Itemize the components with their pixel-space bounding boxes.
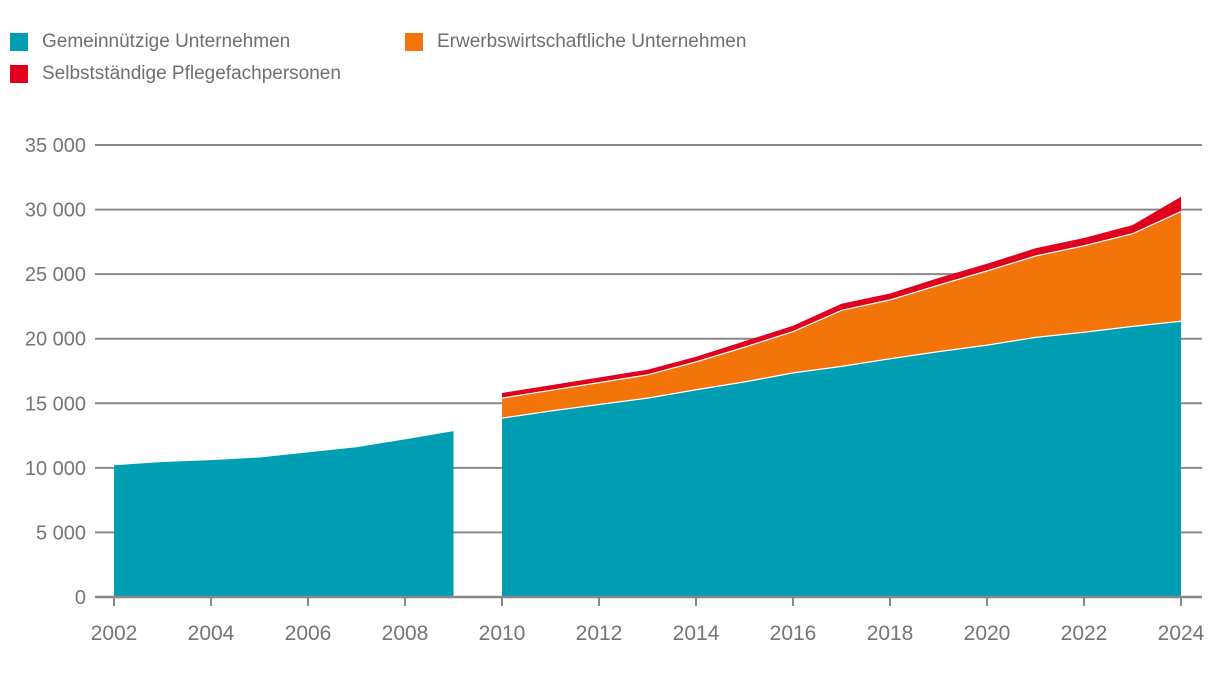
x-tick-label-2006: 2006 bbox=[285, 622, 332, 645]
y-tick-label-5000: 5 000 bbox=[36, 522, 86, 544]
legend-swatch-selbststaendige-icon bbox=[10, 65, 28, 83]
y-tick-label-35000: 35 000 bbox=[25, 135, 86, 157]
x-tick-label-2016: 2016 bbox=[770, 622, 817, 645]
legend-label-erwerbswirtschaftliche: Erwerbswirtschaftliche Unternehmen bbox=[437, 31, 747, 52]
x-tick-label-2024: 2024 bbox=[1158, 622, 1205, 645]
legend-swatch-gemeinnuetzige-icon bbox=[10, 33, 28, 51]
legend-label-selbststaendige: Selbstständige Pflegefachpersonen bbox=[42, 63, 341, 84]
legend-label-gemeinnuetzige: Gemeinnützige Unternehmen bbox=[42, 31, 291, 52]
x-tick-label-2010: 2010 bbox=[479, 622, 526, 645]
y-tick-label-20000: 20 000 bbox=[25, 329, 86, 351]
x-tick-label-2020: 2020 bbox=[964, 622, 1011, 645]
x-tick-label-2018: 2018 bbox=[867, 622, 914, 645]
legend-swatch-erwerbswirtschaftliche-icon bbox=[405, 33, 423, 51]
x-tick-label-2004: 2004 bbox=[188, 622, 235, 645]
y-tick-label-30000: 30 000 bbox=[25, 200, 86, 222]
x-tick-label-2008: 2008 bbox=[382, 622, 429, 645]
x-tick-label-2014: 2014 bbox=[673, 622, 720, 645]
area-gemeinnuetzige-2002 bbox=[114, 431, 454, 597]
y-tick-label-25000: 25 000 bbox=[25, 264, 86, 286]
legend-item-selbststaendige: Selbstständige Pflegefachpersonen bbox=[10, 63, 341, 85]
y-tick-label-15000: 15 000 bbox=[25, 393, 86, 415]
y-tick-label-10000: 10 000 bbox=[25, 458, 86, 480]
legend-item-gemeinnuetzige: Gemeinnützige Unternehmen bbox=[10, 31, 290, 53]
legend-item-erwerbswirtschaftliche: Erwerbswirtschaftliche Unternehmen bbox=[405, 31, 746, 53]
area-erwerbswirtschaftliche-2010 bbox=[502, 210, 1181, 418]
y-tick-label-0: 0 bbox=[75, 587, 86, 609]
area-gemeinnuetzige-2010 bbox=[502, 320, 1181, 597]
x-tick-label-2002: 2002 bbox=[91, 622, 138, 645]
x-tick-label-2022: 2022 bbox=[1061, 622, 1108, 645]
x-tick-label-2012: 2012 bbox=[576, 622, 623, 645]
